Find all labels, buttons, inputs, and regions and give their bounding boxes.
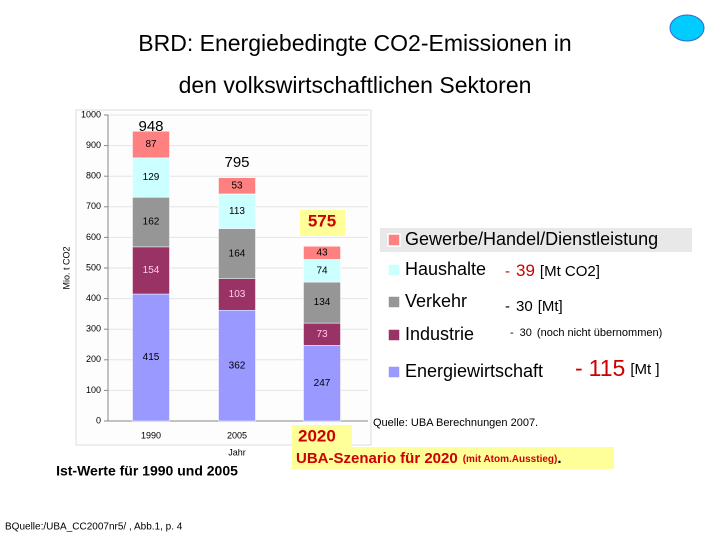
legend-swatch bbox=[387, 328, 401, 342]
annotation-unit: [Mt] bbox=[538, 298, 563, 315]
annotation: -30 (noch nicht übernommen) bbox=[510, 327, 662, 339]
annotation-unit: (noch nicht übernommen) bbox=[537, 327, 662, 339]
bar-segment bbox=[303, 281, 341, 324]
annotation-value: 115 bbox=[589, 355, 626, 381]
bar-segment bbox=[218, 193, 256, 229]
y-tick-label: 500 bbox=[86, 262, 101, 272]
bar-segment bbox=[132, 293, 170, 422]
data-label: 103 bbox=[229, 289, 246, 300]
annotation-value: 39 bbox=[516, 261, 535, 280]
annotation-unit: [Mt CO2] bbox=[540, 263, 600, 280]
y-tick-label: 400 bbox=[86, 293, 101, 303]
bar-segment bbox=[132, 157, 170, 198]
annotation-mark: - bbox=[505, 263, 510, 280]
data-label: 113 bbox=[229, 206, 245, 217]
bar-segment bbox=[303, 345, 341, 422]
legend-label: Gewerbe/Handel/Dienstleistung bbox=[405, 229, 658, 249]
oval-icon bbox=[669, 14, 705, 42]
x-tick-label: 2005 bbox=[227, 430, 247, 440]
legend-swatch bbox=[387, 365, 401, 379]
y-axis-label: Mio. t CO2 bbox=[61, 246, 71, 289]
y-tick-label: 700 bbox=[86, 201, 101, 211]
data-label: 164 bbox=[229, 248, 246, 259]
annotation-value: 30 bbox=[520, 327, 532, 339]
legend-swatch bbox=[387, 263, 401, 277]
highlight bbox=[292, 425, 352, 447]
title-line: den volkswirtschaftlichen Sektoren bbox=[179, 72, 532, 98]
footer: BQuelle:/UBA_CC2007nr5/ , Abb.1, p. 4 bbox=[5, 522, 183, 533]
legend-label: Industrie bbox=[405, 324, 474, 344]
total-label: 948 bbox=[138, 118, 163, 135]
legend-swatch bbox=[387, 233, 401, 247]
total-label: 795 bbox=[224, 154, 249, 171]
x-axis-label: Jahr bbox=[228, 447, 246, 457]
y-tick-label: 0 bbox=[96, 415, 101, 425]
y-tick-label: 800 bbox=[86, 171, 101, 181]
bar-segment bbox=[218, 177, 256, 195]
y-tick-label: 100 bbox=[86, 385, 101, 395]
data-label: 154 bbox=[143, 265, 160, 276]
total-highlight bbox=[300, 210, 345, 236]
actuals-note: Ist-Werte für 1990 und 2005 bbox=[56, 463, 238, 479]
scenario-end: . bbox=[557, 450, 561, 467]
x-tick-label: 1990 bbox=[141, 430, 161, 440]
highlight bbox=[292, 447, 614, 469]
data-label: 134 bbox=[314, 297, 331, 308]
annotation: -115 [Mt ] bbox=[575, 355, 660, 381]
bar-segment bbox=[303, 246, 341, 260]
annotation-mark: - bbox=[505, 298, 510, 315]
legend-label: Verkehr bbox=[405, 291, 467, 311]
bar-segment bbox=[218, 309, 256, 422]
data-label: 129 bbox=[143, 172, 160, 183]
data-label: 362 bbox=[229, 360, 246, 371]
title-line: BRD: Energiebedingte CO2-Emissionen in bbox=[138, 30, 571, 56]
annotation-mark: - bbox=[575, 355, 583, 381]
bar-segment bbox=[132, 246, 170, 295]
bar-segment bbox=[132, 130, 170, 159]
bar-segment bbox=[132, 197, 170, 248]
legend-label: Haushalte bbox=[405, 259, 486, 279]
annotation: -30 [Mt] bbox=[505, 298, 563, 315]
data-label: 73 bbox=[316, 329, 328, 340]
total-label: 575 bbox=[308, 211, 336, 230]
y-tick-label: 600 bbox=[86, 232, 101, 242]
legend-swatch bbox=[387, 295, 401, 309]
y-tick-label: 300 bbox=[86, 324, 101, 334]
scenario: UBA-Szenario für 2020 bbox=[296, 450, 458, 467]
data-label: 87 bbox=[145, 139, 157, 150]
y-tick-label: 1000 bbox=[81, 109, 101, 119]
scenario-year: 2020 bbox=[298, 426, 336, 445]
data-label: 162 bbox=[143, 217, 160, 228]
scenario-note: (mit Atom.Ausstieg) bbox=[463, 454, 558, 465]
legend-band bbox=[380, 228, 692, 252]
y-tick-label: 900 bbox=[86, 140, 101, 150]
data-label: 415 bbox=[143, 352, 160, 363]
data-label: 43 bbox=[316, 247, 328, 258]
y-tick-label: 200 bbox=[86, 354, 101, 364]
data-label: 53 bbox=[231, 180, 243, 191]
source-note: Quelle: UBA Berechnungen 2007. bbox=[373, 417, 538, 429]
data-label: 247 bbox=[314, 378, 331, 389]
scenario-text: UBA-Szenario für 2020 (mit Atom.Ausstieg)… bbox=[296, 450, 562, 467]
annotation-mark: - bbox=[510, 327, 514, 339]
legend-label: Energiewirtschaft bbox=[405, 361, 543, 381]
data-label: 74 bbox=[316, 265, 328, 276]
annotation-unit: [Mt ] bbox=[630, 361, 659, 378]
bar-segment bbox=[218, 278, 256, 311]
annotation-value: 30 bbox=[516, 298, 533, 315]
annotation: -39 [Mt CO2] bbox=[505, 261, 600, 280]
